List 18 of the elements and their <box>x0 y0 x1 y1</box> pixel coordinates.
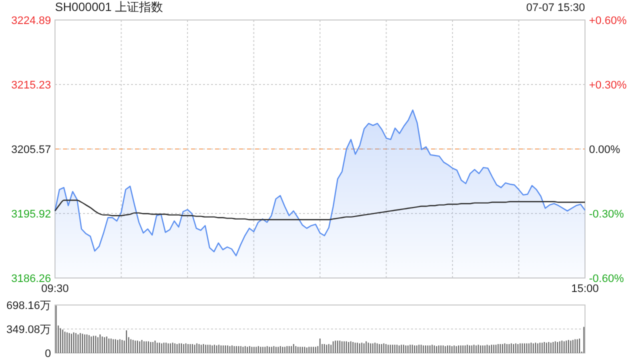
chart-subtitle: 07-07 15:30 <box>526 2 585 14</box>
chart-title: SH000001 上证指数 <box>55 0 164 14</box>
y-tick-label: 349.08万 <box>6 324 51 336</box>
x-tick-label: 09:30 <box>41 283 69 295</box>
y2-tick-label: +0.30% <box>589 79 627 92</box>
y2-tick-label: -0.60% <box>589 272 624 285</box>
y-tick-label: 698.16万 <box>6 300 51 312</box>
y2-tick-label: 0.00% <box>589 144 620 156</box>
y-tick-label: 3195.92 <box>11 208 51 220</box>
y-tick-label: 3186.26 <box>11 272 51 285</box>
y-tick-label: 0 <box>44 348 51 360</box>
y-tick-label: 3224.89 <box>11 14 51 27</box>
y-tick-label: 3205.57 <box>11 144 51 156</box>
y2-tick-label: -0.30% <box>589 208 624 220</box>
line-series <box>54 200 586 220</box>
x-tick-label: 15:00 <box>571 283 599 295</box>
y-tick-label: 3215.23 <box>11 79 51 92</box>
y2-tick-label: +0.60% <box>589 14 627 27</box>
